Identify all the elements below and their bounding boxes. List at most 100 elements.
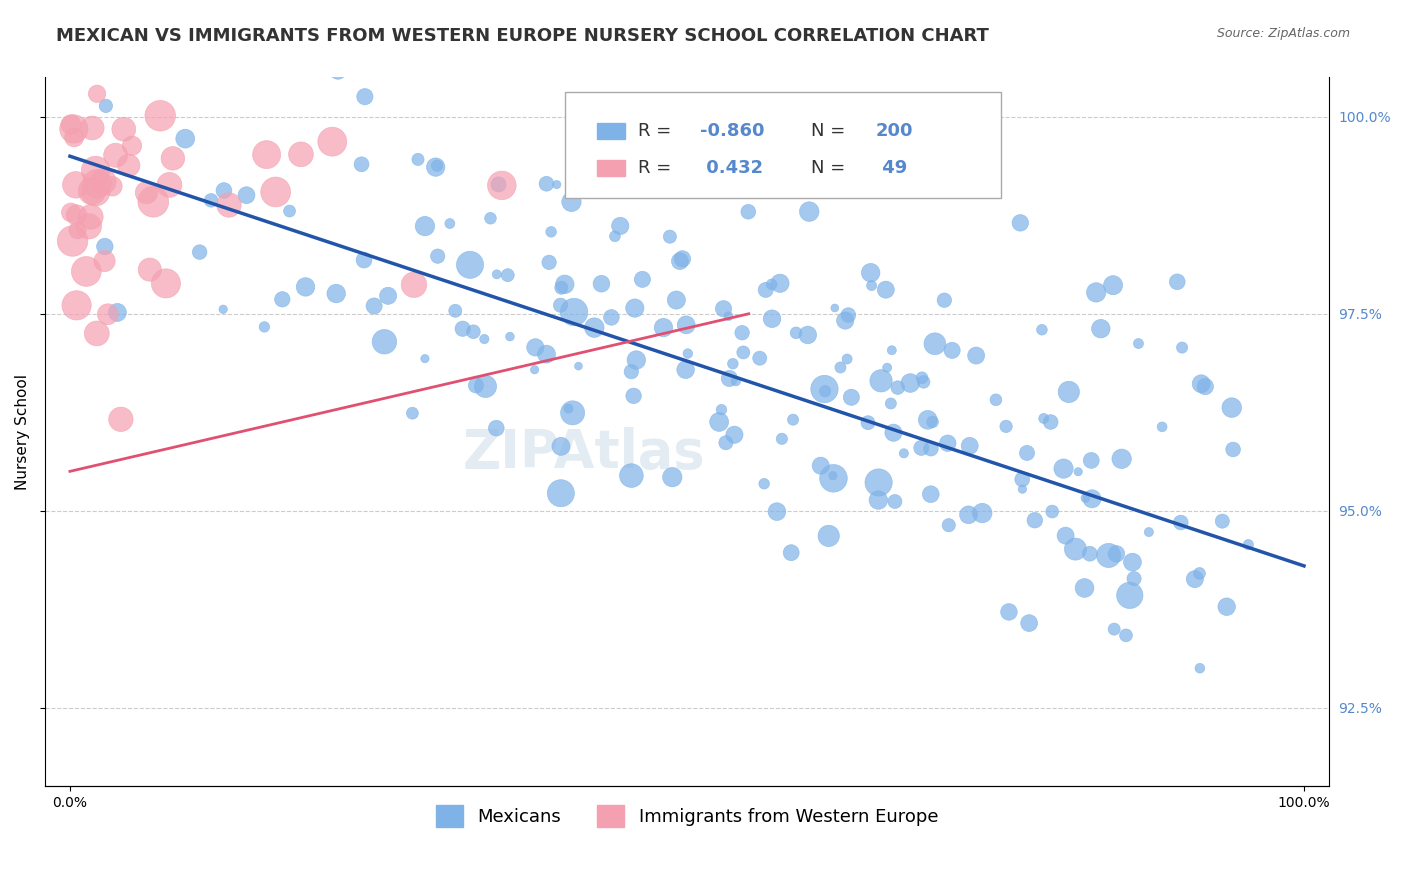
Point [174,131,197,145]
Point [325,286,347,301]
Point [294,280,316,294]
Point [1081,491,1104,506]
Point [200,194,222,208]
Point [540,225,562,239]
Point [212,302,235,317]
Point [567,359,589,373]
Point [135,186,157,200]
Point [363,299,385,313]
Point [868,493,890,508]
Point [499,329,522,343]
Point [713,301,735,316]
Point [413,351,436,366]
Point [271,293,294,307]
Point [731,140,754,154]
Point [354,89,377,103]
Point [485,268,508,282]
Point [669,254,692,268]
Point [118,158,141,172]
Point [557,401,579,416]
Point [1011,472,1033,486]
Point [156,53,179,67]
Point [965,349,987,363]
Point [1194,379,1216,393]
Point [465,378,488,392]
Y-axis label: Nursery School: Nursery School [15,374,30,490]
Point [488,178,510,192]
Point [609,219,631,233]
Point [1111,451,1133,466]
Point [235,188,257,202]
Point [373,20,395,34]
Point [1188,566,1211,581]
Point [1211,514,1233,528]
Point [583,320,606,334]
Point [550,486,572,500]
Point [770,432,793,446]
Point [1052,461,1074,475]
Point [707,415,730,429]
Point [824,301,846,315]
Point [910,441,932,455]
Point [856,416,879,430]
Point [887,381,910,395]
Point [496,268,519,283]
Point [870,374,893,388]
Point [523,363,546,377]
Point [620,468,643,483]
Point [218,198,240,212]
Point [93,254,115,268]
Point [766,505,789,519]
Point [112,122,135,136]
Point [1128,336,1150,351]
Point [957,508,980,522]
Point [59,205,82,219]
Point [1166,275,1188,289]
Point [59,118,82,132]
Legend: Mexicans, Immigrants from Western Europe: Mexicans, Immigrants from Western Europe [429,797,945,834]
Point [785,326,807,340]
Point [782,412,804,426]
Point [658,229,681,244]
Point [321,135,343,149]
Point [290,147,312,161]
Point [661,470,683,484]
Point [546,178,568,192]
Point [1011,482,1033,496]
Point [1057,384,1080,399]
Point [253,319,276,334]
Text: R =: R = [638,159,678,177]
Point [917,413,939,427]
Point [65,298,87,312]
Point [62,234,84,248]
FancyBboxPatch shape [598,123,626,139]
Point [94,99,117,113]
Point [675,362,697,376]
Point [426,159,449,173]
Point [439,217,461,231]
Point [1220,401,1243,415]
Point [1040,504,1063,518]
Point [82,120,104,135]
Point [1067,465,1090,479]
Point [761,311,783,326]
Point [875,283,897,297]
Point [733,345,755,359]
Point [972,506,994,520]
Point [550,439,572,453]
Text: Source: ZipAtlas.com: Source: ZipAtlas.com [1216,27,1350,40]
Point [101,179,124,194]
Point [458,258,481,272]
Point [1171,341,1194,355]
Point [814,384,837,399]
Point [560,194,582,209]
Point [472,332,495,346]
Text: -0.860: -0.860 [700,122,765,140]
Point [723,427,745,442]
Point [110,412,132,426]
Point [860,278,883,293]
Point [882,425,904,440]
Point [350,157,373,171]
Point [1031,323,1053,337]
Point [1098,549,1121,563]
